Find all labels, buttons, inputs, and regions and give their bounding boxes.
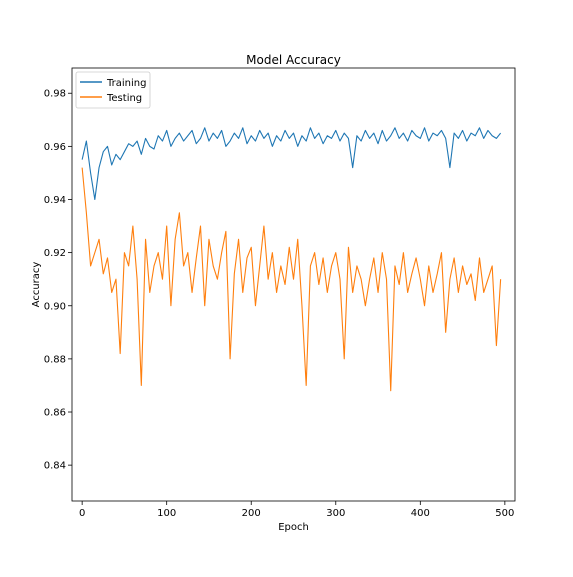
plot-frame <box>71 67 516 502</box>
series-line-training <box>81 127 502 201</box>
x-tick-label: 0 <box>79 508 85 519</box>
y-tick-label: 0.92 <box>44 248 66 259</box>
y-tick-label: 0.98 <box>44 89 66 100</box>
series-line-testing <box>81 167 502 392</box>
y-tick-label: 0.86 <box>44 408 66 419</box>
legend: Training Testing <box>75 71 151 109</box>
y-axis-label: Accuracy <box>31 262 42 308</box>
y-tick-label: 0.84 <box>44 461 66 472</box>
legend-label-testing: Testing <box>106 93 142 104</box>
y-tick-label: 0.90 <box>44 301 66 312</box>
x-tick-label: 300 <box>326 508 345 519</box>
x-axis: 0 100 200 300 400 500 <box>79 501 514 519</box>
x-tick-label: 400 <box>411 508 430 519</box>
x-tick-label: 100 <box>157 508 176 519</box>
chart-title: Model Accuracy <box>246 53 341 67</box>
series-layer <box>81 127 502 392</box>
y-tick-label: 0.88 <box>44 354 66 365</box>
y-tick-label: 0.96 <box>44 142 66 153</box>
x-axis-label: Epoch <box>278 522 309 533</box>
y-tick-label: 0.94 <box>44 195 66 206</box>
legend-label-training: Training <box>106 78 146 89</box>
legend-box <box>75 71 151 109</box>
x-tick-label: 500 <box>495 508 514 519</box>
y-axis: 0.84 0.86 0.88 0.90 0.92 0.94 0.96 0.98 <box>44 89 72 472</box>
x-tick-label: 200 <box>242 508 261 519</box>
